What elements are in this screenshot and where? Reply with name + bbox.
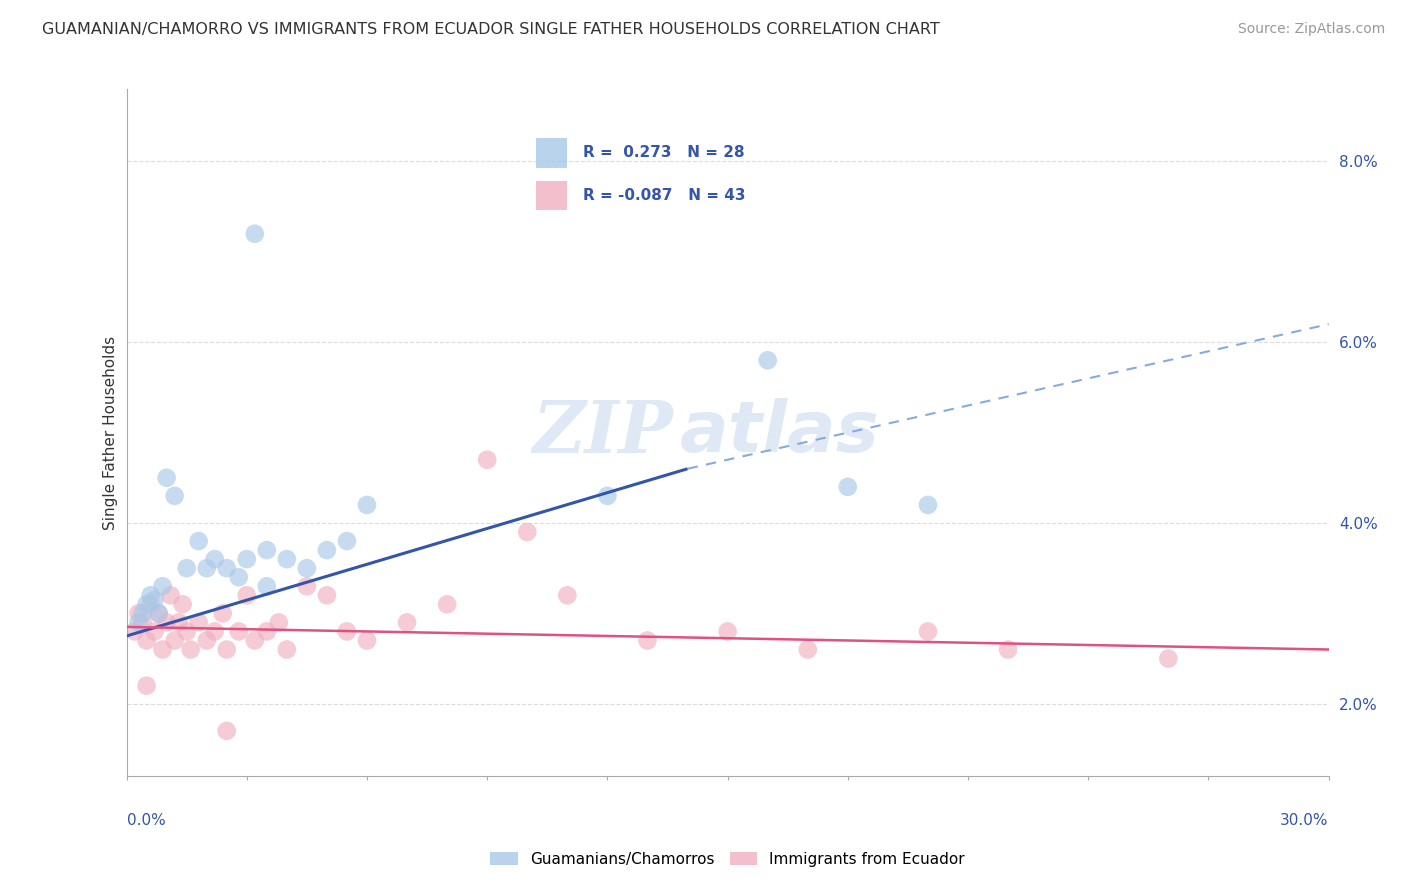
Point [1157,651,1180,665]
Point [139,598,162,612]
Point [187,534,209,549]
Point [596,489,619,503]
Point [256,543,278,558]
Point [128,615,150,630]
Point [195,633,218,648]
Point [243,633,266,648]
Point [139,588,162,602]
Point [256,624,278,639]
Point [148,607,170,621]
Point [176,561,198,575]
Point [143,624,166,639]
Text: ZIP: ZIP [533,397,673,468]
Point [235,588,259,602]
Y-axis label: Single Father Households: Single Father Households [103,335,118,530]
Point [475,452,498,467]
FancyBboxPatch shape [536,181,567,211]
Point [796,642,818,657]
Point [235,552,259,566]
Point [204,552,226,566]
Point [636,633,658,648]
Point [336,534,359,549]
Point [837,480,859,494]
Point [155,471,177,485]
Point [228,624,250,639]
Point [195,561,218,575]
Point [148,607,170,621]
Point [917,624,939,639]
Point [555,588,579,602]
Point [228,570,250,584]
Point [356,633,378,648]
Point [295,579,318,593]
Point [131,615,153,630]
Text: 30.0%: 30.0% [1281,814,1329,828]
Point [124,624,146,639]
Point [152,642,174,657]
Point [204,624,226,639]
Point [716,624,740,639]
Point [917,498,939,512]
Point [180,642,202,657]
Point [163,633,186,648]
Point [756,353,779,368]
Point [176,624,198,639]
Text: 0.0%: 0.0% [127,814,166,828]
Point [436,598,458,612]
Point [163,489,186,503]
Point [167,615,190,630]
Point [215,723,238,738]
Point [315,588,337,602]
Point [243,227,266,241]
Point [211,607,233,621]
FancyBboxPatch shape [536,138,567,168]
Point [295,561,318,575]
Point [315,543,337,558]
Point [135,633,157,648]
Text: R = -0.087   N = 43: R = -0.087 N = 43 [582,188,745,203]
Text: Source: ZipAtlas.com: Source: ZipAtlas.com [1237,22,1385,37]
Legend: Guamanians/Chamorros, Immigrants from Ecuador: Guamanians/Chamorros, Immigrants from Ec… [484,846,972,872]
Text: atlas: atlas [679,398,879,467]
Point [135,679,157,693]
Point [256,579,278,593]
Point [155,615,177,630]
Point [336,624,359,639]
Point [159,588,181,602]
Point [135,598,157,612]
Point [276,552,298,566]
Point [267,615,290,630]
Point [276,642,298,657]
Text: GUAMANIAN/CHAMORRO VS IMMIGRANTS FROM ECUADOR SINGLE FATHER HOUSEHOLDS CORRELATI: GUAMANIAN/CHAMORRO VS IMMIGRANTS FROM EC… [42,22,941,37]
Point [997,642,1019,657]
Point [356,498,378,512]
Point [215,642,238,657]
Point [143,592,166,607]
Point [131,607,153,621]
Text: R =  0.273   N = 28: R = 0.273 N = 28 [582,145,744,161]
Point [172,598,194,612]
Point [516,524,538,539]
Point [215,561,238,575]
Point [152,579,174,593]
Point [128,607,150,621]
Point [396,615,419,630]
Point [187,615,209,630]
